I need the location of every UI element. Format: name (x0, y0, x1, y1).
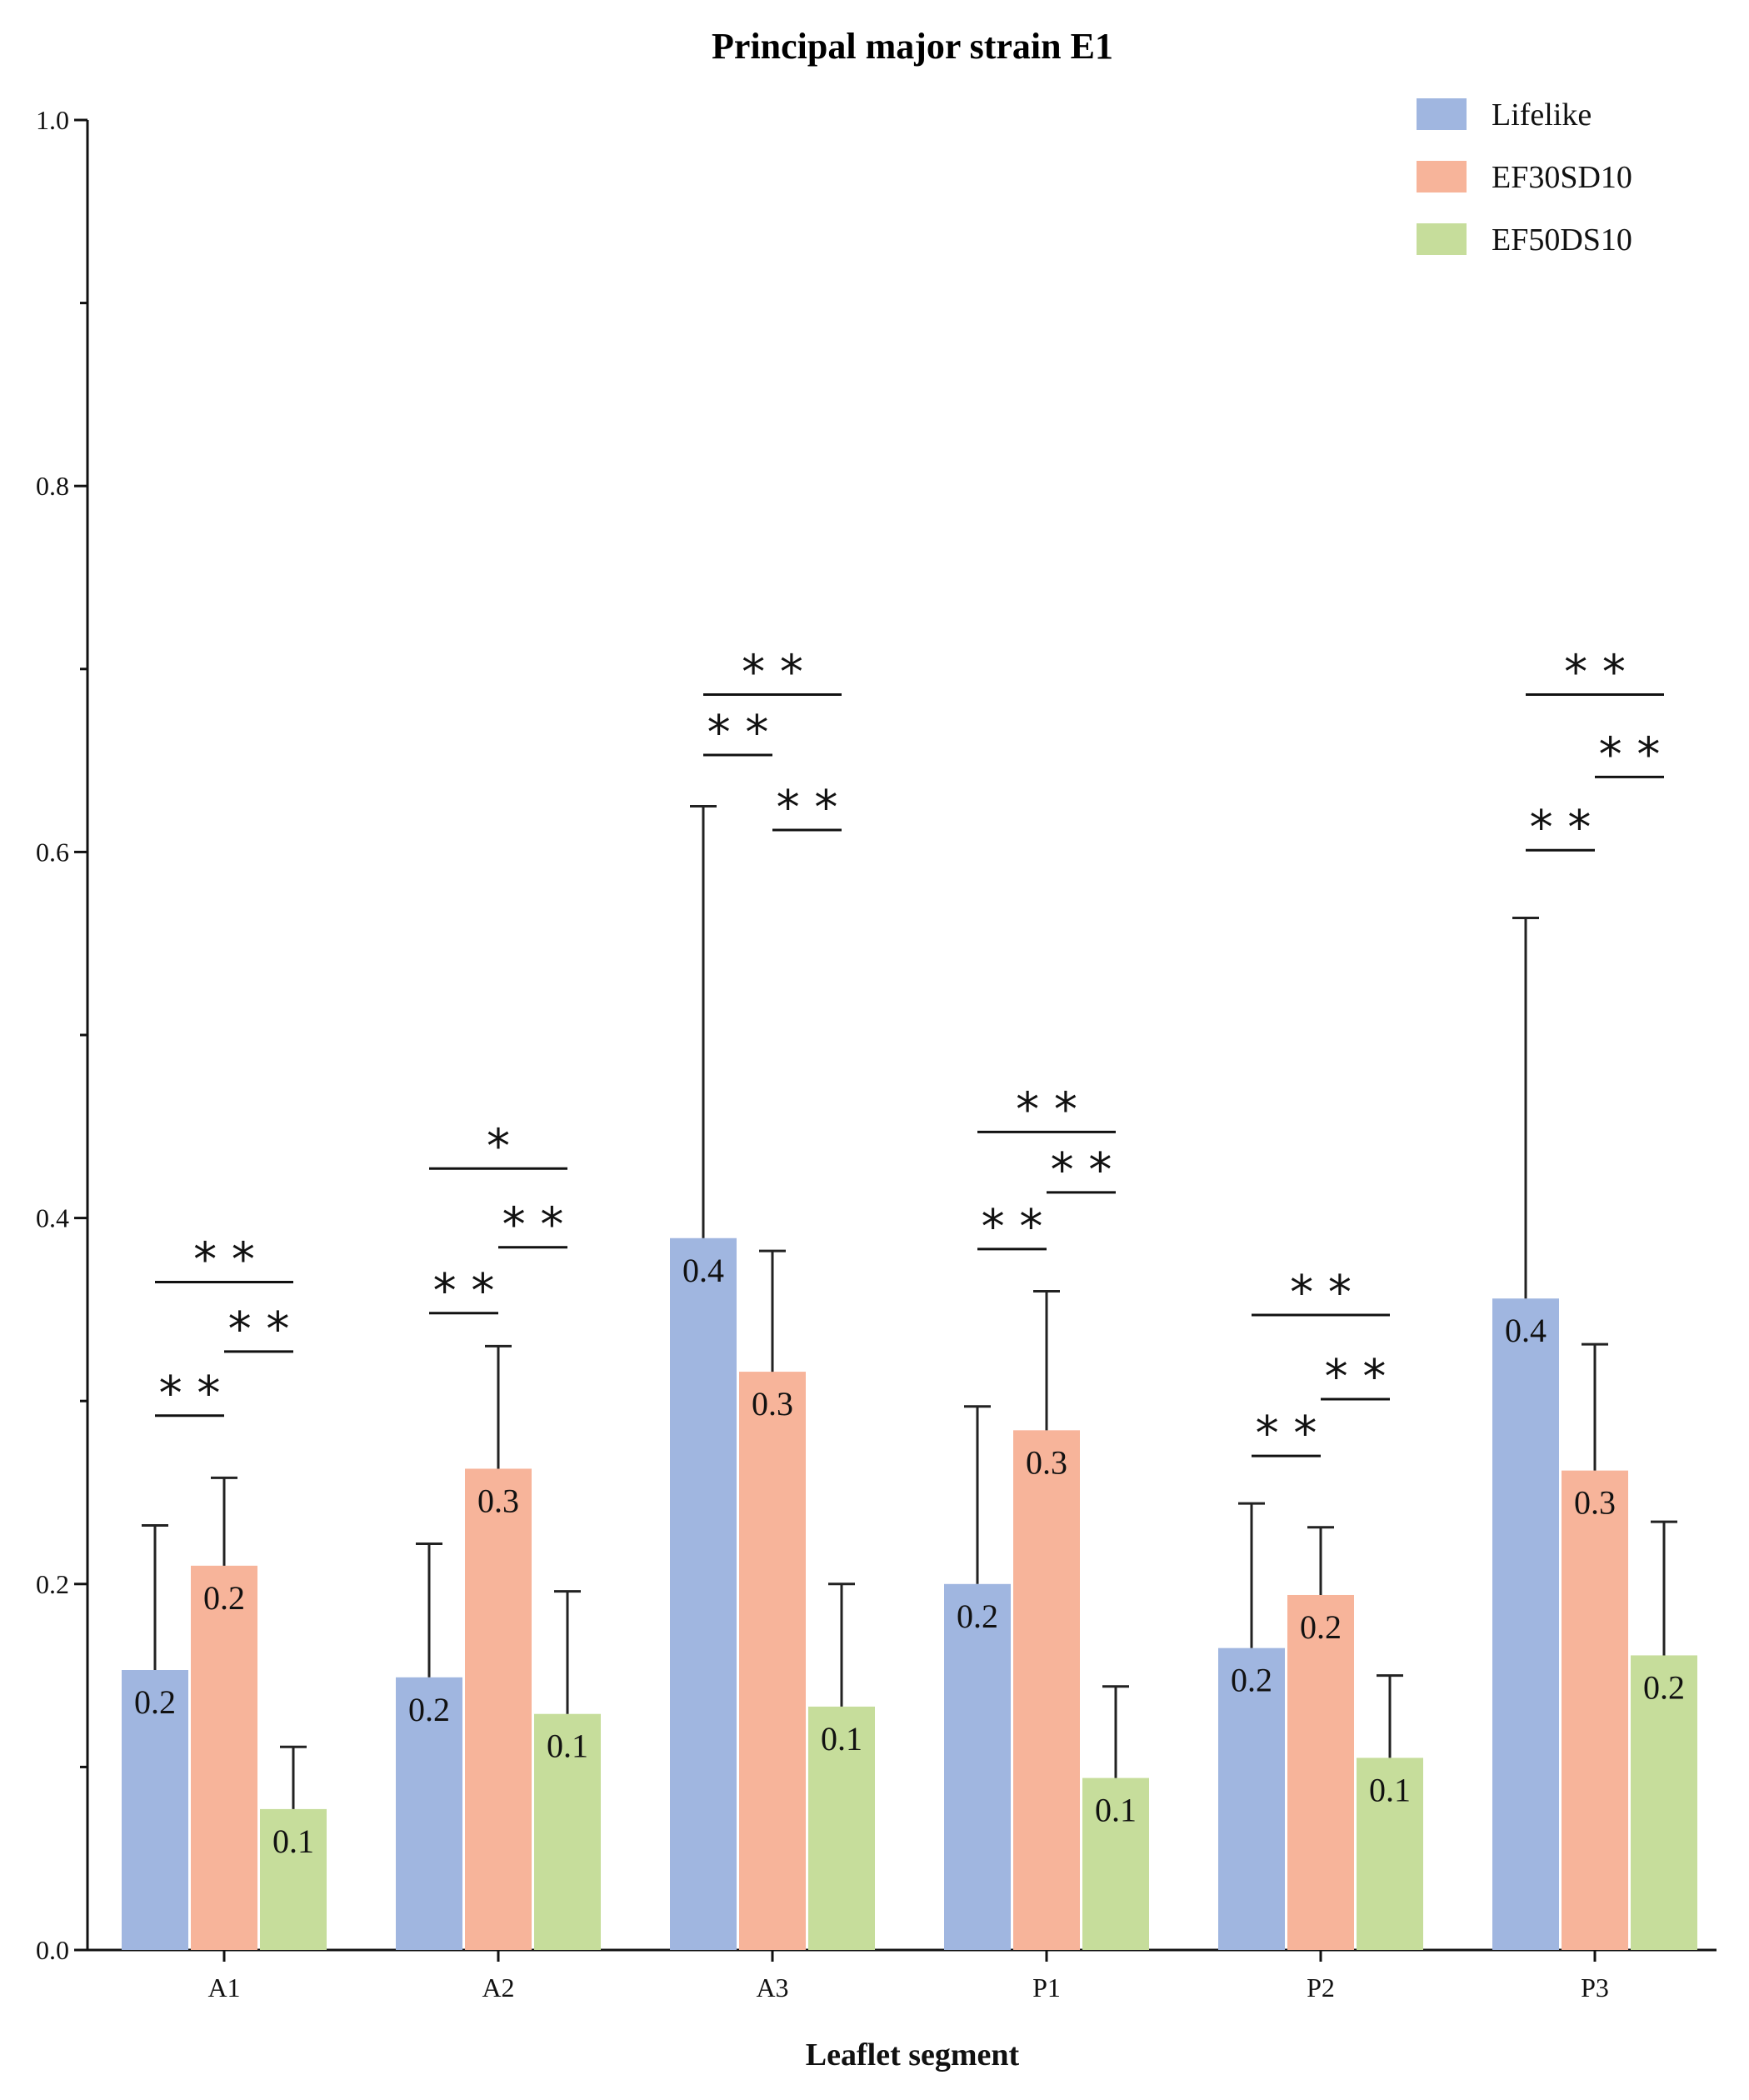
significance-label: * * (228, 1302, 290, 1357)
x-tick-label: P1 (1032, 1972, 1061, 2002)
data-label: 0.2 (408, 1691, 450, 1728)
legend-label: EF30SD10 (1492, 160, 1632, 195)
error-bars (142, 805, 1677, 1809)
legend: Lifelike EF30SD10 EF50DS10 (1417, 98, 1632, 258)
significance-label: * * (707, 706, 769, 760)
data-label: 0.1 (547, 1728, 588, 1765)
data-label: 0.2 (1231, 1662, 1272, 1699)
significance-label: * (487, 1119, 510, 1173)
legend-label: Lifelike (1492, 98, 1592, 132)
significance-label: * * (1530, 801, 1592, 855)
data-label: 0.1 (1369, 1771, 1411, 1808)
y-tick-label: 1.0 (36, 105, 69, 135)
significance-label: * * (982, 1200, 1043, 1254)
significance-label: * * (1325, 1350, 1387, 1404)
data-label: 0.4 (682, 1252, 724, 1289)
x-tick-label: A2 (482, 1972, 514, 2002)
data-label: 0.2 (957, 1598, 998, 1635)
x-tick-label: P2 (1307, 1972, 1335, 2002)
bar-EF30SD10-A2 (465, 1468, 532, 1950)
significance-label: * * (1051, 1143, 1112, 1198)
data-label: 0.2 (1643, 1668, 1685, 1706)
bar-Lifelike-P3 (1492, 1298, 1559, 1950)
bars (122, 1238, 1697, 1950)
significance-label: * * (193, 1232, 255, 1287)
data-label: 0.3 (477, 1482, 519, 1519)
legend-swatch-EF50DS10 (1417, 223, 1467, 255)
data-label: 0.3 (752, 1385, 793, 1422)
significance-label: * * (1290, 1266, 1352, 1320)
bar-Lifelike-A3 (670, 1238, 737, 1950)
significance-markers: * ** ** *** ** ** ** ** ** ** ** ** ** *… (155, 646, 1664, 1461)
significance-label: * * (777, 781, 838, 835)
y-tick-label: 0.6 (36, 837, 69, 867)
data-label: 0.2 (203, 1579, 245, 1617)
bar-EF50DS10-A1 (260, 1808, 327, 1950)
bar-EF50DS10-A2 (534, 1713, 601, 1950)
bar-Lifelike-A1 (122, 1670, 188, 1950)
bar-EF30SD10-A3 (739, 1372, 806, 1950)
data-labels: 0.2 0.2 0.4 0.2 0.2 0.4 0.2 0.3 0.3 0.3 0.2 0.3 0.1 0… (134, 1252, 1685, 1860)
data-label: 0.3 (1026, 1443, 1067, 1481)
data-label: 0.1 (821, 1720, 862, 1758)
bar-Lifelike-A2 (396, 1677, 462, 1950)
y-tick-label: 0.2 (36, 1569, 69, 1599)
legend-label: EF50DS10 (1492, 222, 1632, 258)
data-label: 0.2 (1300, 1608, 1342, 1646)
data-label: 0.4 (1505, 1312, 1547, 1349)
bar-Lifelike-P1 (944, 1583, 1011, 1950)
data-label: 0.1 (272, 1822, 314, 1860)
data-label: 0.2 (134, 1683, 176, 1721)
significance-label: * * (1016, 1082, 1077, 1137)
bar-EF30SD10-P3 (1562, 1470, 1628, 1950)
significance-label: * * (433, 1264, 495, 1318)
significance-label: * * (742, 646, 803, 700)
axes: 0.0 0.2 0.4 0.6 0.8 1.0 A1 A2 A3 P1 P2 P3 (36, 105, 1717, 2002)
bar-EF30SD10-A1 (191, 1565, 257, 1950)
y-tick-label: 0.8 (36, 471, 69, 501)
x-axis-label: Leaflet segment (806, 2038, 1020, 2072)
data-label: 0.3 (1574, 1484, 1616, 1522)
bar-EF50DS10-P2 (1357, 1758, 1423, 1950)
bar-EF30SD10-P1 (1013, 1430, 1080, 1950)
bar-Lifelike-P2 (1218, 1648, 1285, 1950)
significance-label: * * (159, 1367, 221, 1421)
x-tick-label: A3 (756, 1972, 788, 2002)
significance-label: * * (1599, 728, 1661, 782)
data-label: 0.1 (1095, 1792, 1137, 1829)
x-tick-label: P3 (1581, 1972, 1609, 2002)
legend-swatch-EF30SD10 (1417, 161, 1467, 192)
x-tick-label: A1 (207, 1972, 240, 2002)
y-tick-label: 0.0 (36, 1935, 69, 1965)
bar-EF50DS10-P3 (1631, 1655, 1697, 1950)
significance-label: * * (1256, 1407, 1317, 1461)
y-tick-label: 0.4 (36, 1203, 69, 1233)
bar-EF50DS10-A3 (808, 1706, 875, 1950)
significance-label: * * (502, 1198, 564, 1252)
bar-EF30SD10-P2 (1287, 1594, 1354, 1950)
bar-EF50DS10-P1 (1082, 1778, 1149, 1950)
chart-title: Principal major strain E1 (712, 26, 1113, 67)
legend-swatch-Lifelike (1417, 98, 1467, 130)
significance-label: * * (1564, 646, 1626, 700)
